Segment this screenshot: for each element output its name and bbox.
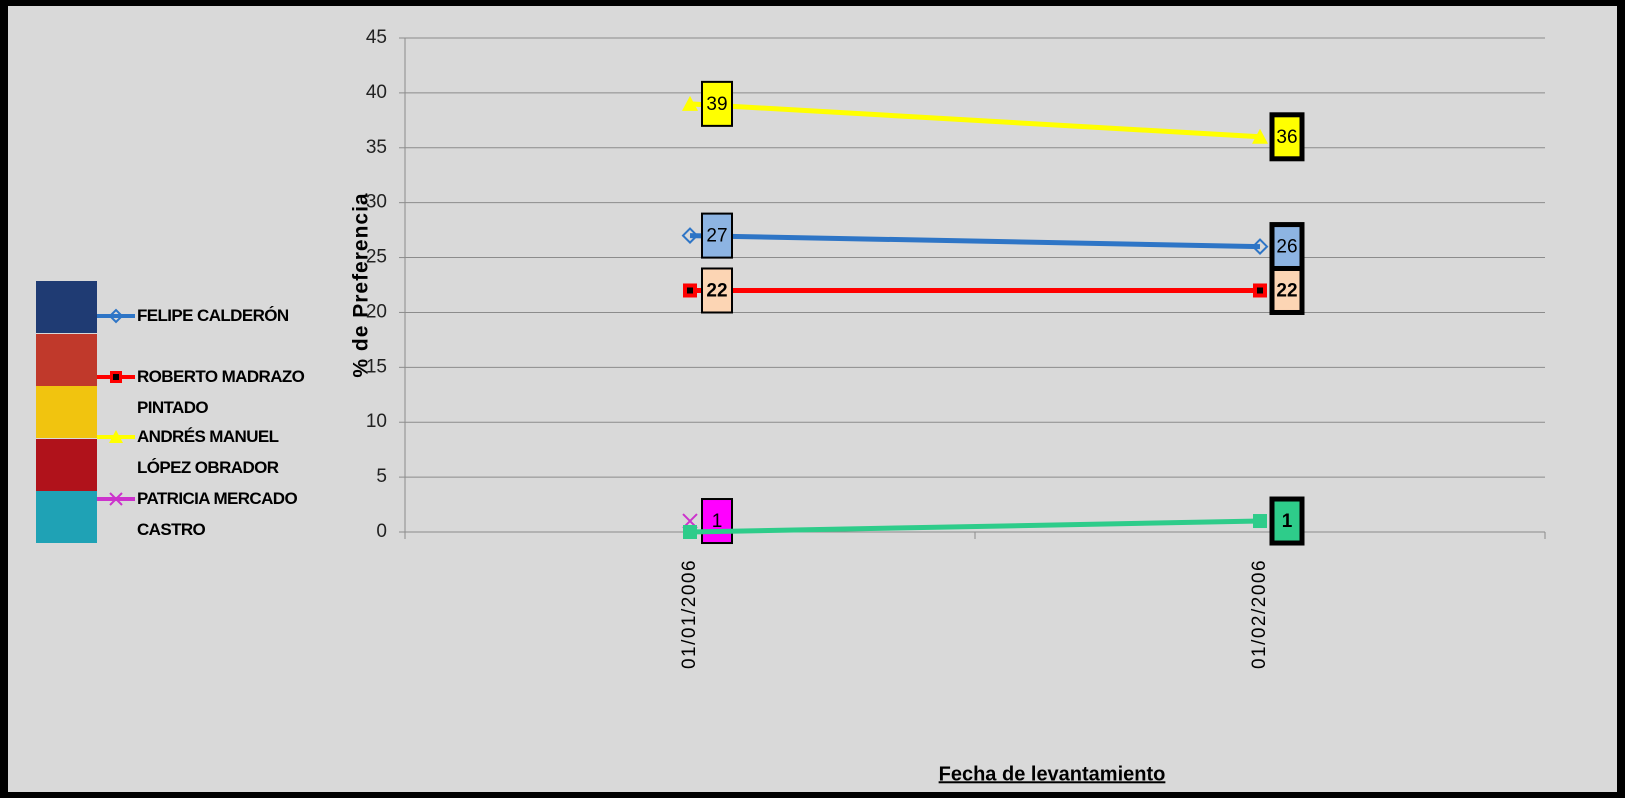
y-tick-label: 35	[366, 137, 387, 158]
legend-photo	[36, 491, 97, 543]
data-label: 39	[706, 94, 727, 115]
marker-core	[687, 287, 693, 293]
page: % de Preferencia Fecha de levantamiento …	[0, 0, 1625, 798]
data-label: 1	[712, 511, 723, 532]
legend-swatch	[97, 300, 137, 331]
legend-photo	[36, 386, 97, 438]
data-label: 26	[1276, 237, 1297, 258]
legend-entry: ANDRÉS MANUEL LÓPEZ OBRADOR	[97, 421, 387, 483]
marker-core	[113, 374, 119, 380]
marker	[683, 525, 697, 539]
legend-swatch	[97, 483, 137, 545]
legend-label: PATRICIA MERCADO CASTRO	[137, 483, 312, 545]
marker-core	[1257, 287, 1263, 293]
legend-photo	[36, 439, 97, 491]
legend-label: ANDRÉS MANUEL LÓPEZ OBRADOR	[137, 421, 312, 483]
legend-swatch	[97, 421, 137, 483]
x-axis-title: Fecha de levantamiento	[939, 763, 1166, 785]
legend-entry: FELIPE CALDERÓN	[97, 300, 387, 331]
legend-label: ROBERTO MADRAZO PINTADO	[137, 361, 312, 423]
data-label: 27	[706, 226, 727, 247]
y-tick-label: 30	[366, 192, 387, 213]
marker	[1253, 514, 1267, 528]
data-label: 22	[706, 281, 727, 302]
legend-entry: PATRICIA MERCADO CASTRO	[97, 483, 387, 545]
y-tick-label: 25	[366, 247, 387, 268]
x-tick-label: 01/02/2006	[1249, 559, 1270, 669]
y-axis-title: % de Preferencia	[350, 192, 373, 377]
legend-swatch	[97, 361, 137, 423]
data-label: 36	[1276, 127, 1297, 148]
x-tick-label: 01/01/2006	[679, 559, 700, 669]
data-label: 22	[1276, 281, 1297, 302]
legend-photo	[36, 334, 97, 386]
y-tick-label: 45	[366, 27, 387, 48]
y-tick-label: 40	[366, 82, 387, 103]
data-label: 1	[1282, 511, 1293, 532]
legend-entry: ROBERTO MADRAZO PINTADO	[97, 361, 387, 423]
legend-photo	[36, 281, 97, 333]
legend-label: FELIPE CALDERÓN	[137, 300, 312, 331]
